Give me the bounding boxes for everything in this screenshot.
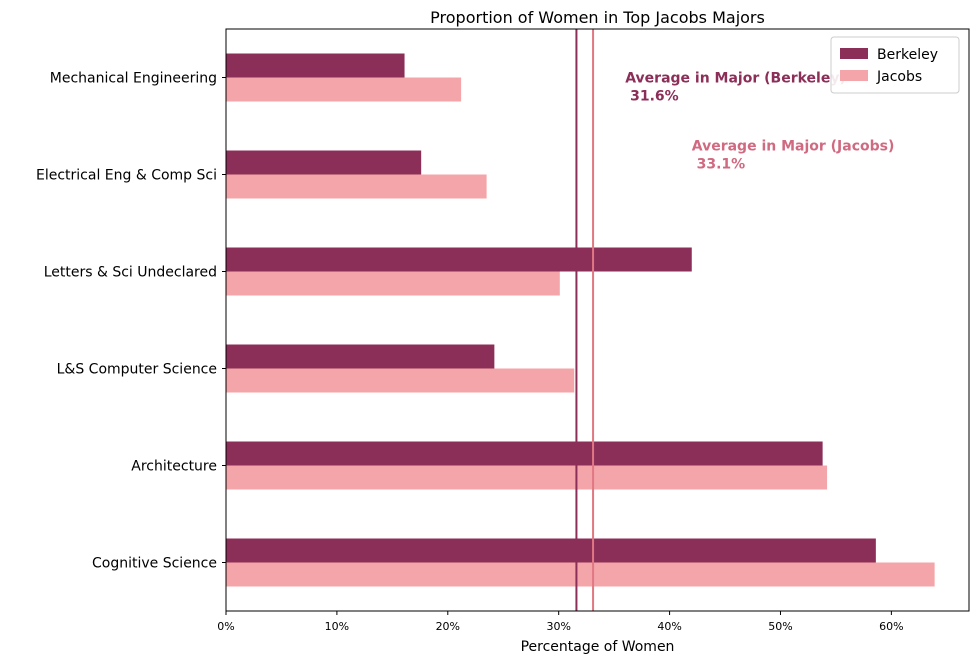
bar-jacobs-3 (226, 368, 575, 393)
x-tick-label: 20% (436, 620, 460, 633)
y-tick-label: L&S Computer Science (57, 362, 217, 378)
legend: Berkeley Jacobs (830, 36, 960, 94)
y-tick-label: Mechanical Engineering (50, 71, 217, 87)
x-tick-label: 0% (217, 620, 234, 633)
x-tick-label: 10% (325, 620, 349, 633)
y-tick-label: Architecture (131, 459, 217, 475)
bar-berkeley-3 (226, 344, 495, 369)
reference-line-label: Average in Major (Berkeley) (625, 70, 846, 86)
y-tick-label: Cognitive Science (92, 556, 217, 572)
bar-jacobs-5 (226, 562, 935, 587)
x-axis-title: Percentage of Women (521, 639, 675, 655)
bar-jacobs-2 (226, 271, 560, 296)
chart-title: Proportion of Women in Top Jacobs Majors (430, 8, 765, 27)
bar-berkeley-2 (226, 247, 692, 272)
x-tick-label: 50% (768, 620, 792, 633)
bar-jacobs-0 (226, 77, 462, 102)
bar-jacobs-1 (226, 174, 487, 199)
reference-line-value: 33.1% (692, 156, 745, 172)
bar-berkeley-0 (226, 53, 405, 78)
legend-label-berkeley: Berkeley (877, 47, 938, 63)
x-tick-label: 30% (546, 620, 570, 633)
legend-swatch-jacobs (840, 70, 868, 81)
legend-swatch-berkeley (840, 48, 868, 59)
y-tick-label: Letters & Sci Undeclared (44, 265, 217, 281)
plot-area: Mechanical Engineering Electrical Eng & C… (36, 28, 970, 633)
bar-berkeley-4 (226, 441, 823, 466)
bar-berkeley-5 (226, 538, 876, 563)
x-tick-label: 60% (879, 620, 903, 633)
plot-frame (225, 28, 970, 612)
reference-line-value: 31.6% (625, 88, 678, 104)
bar-berkeley-1 (226, 150, 422, 175)
x-tick-label: 40% (657, 620, 681, 633)
y-tick-label: Electrical Eng & Comp Sci (36, 168, 217, 184)
bar-jacobs-4 (226, 465, 828, 490)
legend-label-jacobs: Jacobs (876, 69, 922, 85)
reference-line-label: Average in Major (Jacobs) (692, 138, 895, 154)
